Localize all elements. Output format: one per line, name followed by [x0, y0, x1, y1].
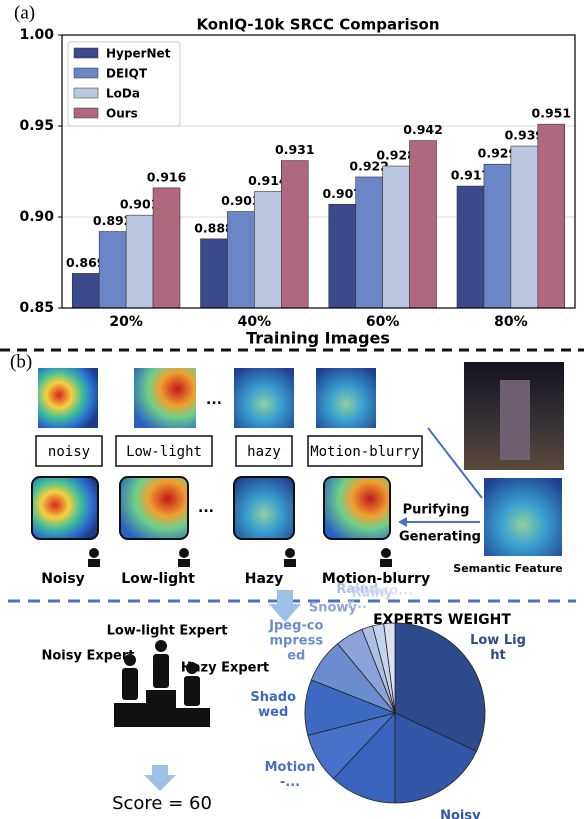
- prompt-text: hazy: [247, 444, 281, 460]
- y-tick-label: 1.00: [19, 27, 54, 43]
- value-label: 0.916: [147, 169, 187, 184]
- user-icon: [380, 559, 392, 567]
- ellipsis: ...: [206, 392, 222, 408]
- user-icon: [88, 559, 100, 567]
- heatmap: [234, 368, 294, 428]
- pie-label: Shadowed: [245, 690, 301, 720]
- y-tick-label: 0.90: [19, 209, 54, 225]
- output-label: Noisy: [41, 571, 85, 587]
- legend-swatch: [74, 68, 98, 78]
- x-tick-label: 40%: [238, 314, 272, 330]
- heatmap: [316, 368, 376, 428]
- bar: [484, 164, 511, 308]
- output-label: Low-light: [121, 571, 195, 587]
- bar: [383, 166, 410, 308]
- bar: [126, 215, 153, 308]
- user-icon: [381, 548, 391, 558]
- user-icon: [179, 548, 189, 558]
- user-icon: [284, 559, 296, 567]
- y-tick-label: 0.85: [19, 300, 54, 316]
- arrow-head: [398, 517, 407, 527]
- bar: [281, 161, 308, 308]
- x-tick-label: 80%: [494, 314, 528, 330]
- bar: [457, 186, 484, 308]
- legend-label: Ours: [106, 107, 138, 121]
- prompt-text: Motion-blurry: [310, 444, 420, 460]
- legend-swatch: [74, 88, 98, 98]
- photo-building: [500, 380, 530, 460]
- user-icon: [178, 559, 190, 567]
- value-label: 0.931: [275, 142, 315, 157]
- caption: Purifying: [403, 503, 470, 518]
- x-tick-label: 20%: [109, 314, 143, 330]
- heatmap: [38, 368, 98, 428]
- bar: [410, 141, 437, 308]
- chart-title: KonIQ-10k SRCC Comparison: [196, 16, 439, 34]
- pie-label: Unco...: [359, 584, 415, 599]
- legend-label: DEIQT: [106, 67, 148, 81]
- y-tick-label: 0.95: [19, 118, 54, 134]
- pie-label: Noisy: [432, 809, 488, 819]
- ellipsis: ...: [198, 500, 214, 516]
- bubble: [324, 477, 390, 539]
- arrow: [144, 765, 176, 791]
- bar: [227, 212, 254, 308]
- x-axis-label: Training Images: [246, 329, 390, 348]
- bubble: [120, 477, 188, 539]
- x-tick-label: 60%: [366, 314, 400, 330]
- bar: [356, 177, 383, 308]
- caption: Semantic Feature: [453, 562, 562, 575]
- legend-swatch: [74, 108, 98, 118]
- prompt-text: noisy: [48, 444, 90, 460]
- bar: [201, 239, 228, 308]
- bar: [99, 232, 126, 308]
- bar: [538, 124, 565, 308]
- figure: (a) KonIQ-10k SRCC Comparison Training I…: [0, 0, 584, 819]
- bar: [153, 188, 180, 308]
- value-label: 0.951: [532, 106, 572, 121]
- bar: [254, 192, 281, 308]
- pie-label: Motion-...: [262, 760, 318, 790]
- legend-swatch: [74, 48, 98, 58]
- pie-label: Low Light: [470, 633, 526, 663]
- semantic-feature: [484, 478, 562, 556]
- caption: Generating: [399, 530, 481, 545]
- bar: [511, 146, 538, 308]
- user-icon: [285, 548, 295, 558]
- bar: [329, 204, 356, 308]
- prompt-text: Low-light: [126, 444, 202, 460]
- arrow: [269, 590, 301, 622]
- value-label: 0.942: [403, 122, 443, 137]
- heatmap: [134, 368, 196, 428]
- score: Score = 60: [112, 793, 212, 814]
- user-icon: [89, 548, 99, 558]
- legend-label: HyperNet: [106, 47, 171, 61]
- panel-label: (a): [14, 2, 35, 23]
- output-label: Hazy: [245, 571, 283, 587]
- expert-label: Noisy Expert: [41, 649, 134, 664]
- bubble: [32, 477, 98, 539]
- bar: [72, 273, 99, 308]
- panel-label: (b): [10, 351, 32, 372]
- expert-label: Low-light Expert: [107, 624, 228, 639]
- pie-label: Jpeg-compressed: [268, 619, 324, 664]
- bubble: [234, 477, 294, 539]
- legend-label: LoDa: [106, 87, 140, 101]
